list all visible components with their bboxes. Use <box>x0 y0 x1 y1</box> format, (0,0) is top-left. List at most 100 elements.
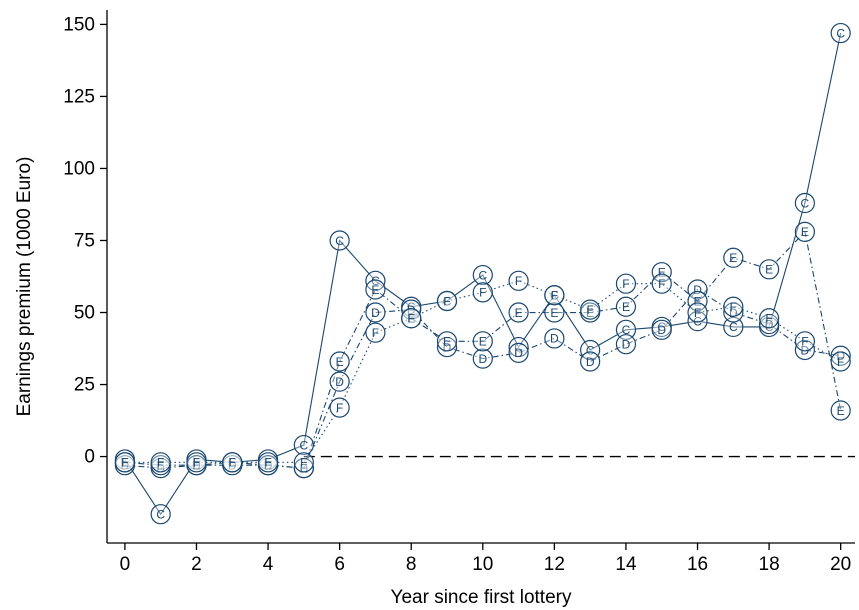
marker-label: D <box>156 461 165 475</box>
marker-label: F <box>622 277 629 291</box>
marker-circle <box>794 331 815 352</box>
data-point-c: C <box>329 230 350 251</box>
marker-label: C <box>586 343 595 357</box>
marker-circle <box>329 230 350 251</box>
x-tick-label: 8 <box>406 554 417 575</box>
data-point-c: C <box>580 339 601 361</box>
marker-label: C <box>478 268 487 282</box>
y-axis-title: Earnings premium (1000 Euro) <box>14 157 35 417</box>
data-point-d: D <box>329 371 350 392</box>
marker-label: D <box>836 349 845 363</box>
x-tick-label: 6 <box>334 554 345 575</box>
marker-circle <box>794 192 815 214</box>
marker-label: E <box>300 461 308 475</box>
marker-circle <box>365 302 386 323</box>
x-tick-label: 16 <box>687 554 708 575</box>
y-tick-label: 100 <box>63 158 95 179</box>
data-point-d: D <box>759 313 780 335</box>
marker-label: D <box>192 459 201 473</box>
marker-label: D <box>729 306 738 320</box>
marker-label: E <box>515 306 523 320</box>
data-point-e: E <box>794 221 815 242</box>
marker-label: E <box>801 225 809 239</box>
marker-circle <box>329 351 350 372</box>
x-tick-label: 12 <box>544 554 565 575</box>
marker-label: C <box>657 320 666 334</box>
marker-circle <box>651 262 672 283</box>
data-point-f: F <box>615 273 637 294</box>
x-tick-label: 20 <box>830 554 851 575</box>
marker-label: E <box>622 300 630 314</box>
data-point-c: C <box>293 434 314 456</box>
y-ticks-group: 0 25 50 75 100 125 150 <box>63 14 107 468</box>
marker-label: C <box>836 26 845 40</box>
data-point-e: E <box>544 302 565 323</box>
marker-circle <box>365 279 386 300</box>
marker-circle <box>114 452 135 473</box>
data-point-c: C <box>365 270 386 291</box>
marker-circle <box>293 457 314 479</box>
data-point-c: C <box>723 316 744 338</box>
marker-circle <box>150 452 171 473</box>
marker-label: D <box>443 340 452 354</box>
data-point-c: C <box>472 264 493 286</box>
marker-label: D <box>407 303 416 317</box>
marker-label: D <box>300 461 309 475</box>
marker-circle <box>723 247 744 268</box>
marker-label: F <box>765 312 772 326</box>
marker-label: E <box>157 459 165 473</box>
data-point-d: D <box>723 302 744 323</box>
data-point-f: F <box>687 302 708 323</box>
marker-label: E <box>550 306 558 320</box>
marker-circle <box>651 273 672 294</box>
data-point-f: F <box>830 351 851 372</box>
data-point-e: E <box>365 279 386 300</box>
data-point-d: D <box>687 279 708 300</box>
marker-label: F <box>658 277 665 291</box>
marker-circle <box>293 434 314 456</box>
data-point-c: C <box>794 192 815 214</box>
marker-label: C <box>228 456 237 470</box>
marker-label: D <box>765 317 774 331</box>
data-point-d: D <box>544 328 565 349</box>
marker-label: C <box>407 300 416 314</box>
data-point-f: F <box>365 322 386 343</box>
data-point-e: E <box>830 400 851 421</box>
marker-circle <box>830 345 851 366</box>
marker-label: D <box>657 323 666 337</box>
marker-label: C <box>156 507 165 521</box>
marker-label: E <box>192 459 200 473</box>
marker-label: D <box>371 306 380 320</box>
marker-circle <box>615 319 637 340</box>
x-tick-label: 4 <box>263 554 274 575</box>
marker-circle <box>615 296 637 317</box>
data-point-f: F <box>508 270 529 291</box>
data-point-f: F <box>472 282 493 303</box>
axes-group: 0 25 50 75 100 125 150 0 2 4 6 8 10 12 14 16 18 20 Year … <box>14 10 855 608</box>
series-line-d <box>124 288 841 469</box>
x-tick-label: 0 <box>120 554 131 575</box>
marker-label: F <box>372 326 379 340</box>
marker-label: C <box>801 196 810 210</box>
marker-label: C <box>729 320 738 334</box>
marker-label: C <box>300 438 309 452</box>
data-point-d: D <box>615 334 637 355</box>
marker-circle <box>830 400 851 421</box>
marker-circle <box>401 308 422 329</box>
marker-circle <box>544 285 565 306</box>
marker-label: F <box>300 456 307 470</box>
marker-label: C <box>335 234 344 248</box>
marker-circle <box>723 296 744 317</box>
marker-circle <box>436 290 458 312</box>
series-line-c <box>124 32 842 516</box>
marker-label: F <box>443 294 450 308</box>
marker-circle <box>794 221 815 242</box>
marker-label: E <box>407 312 415 326</box>
marker-circle <box>580 339 601 361</box>
x-ticks-group: 0 2 4 6 8 10 12 14 16 18 20 <box>120 543 851 575</box>
marker-label: D <box>478 352 487 366</box>
marker-label: F <box>193 456 200 470</box>
marker-circle <box>651 319 672 340</box>
